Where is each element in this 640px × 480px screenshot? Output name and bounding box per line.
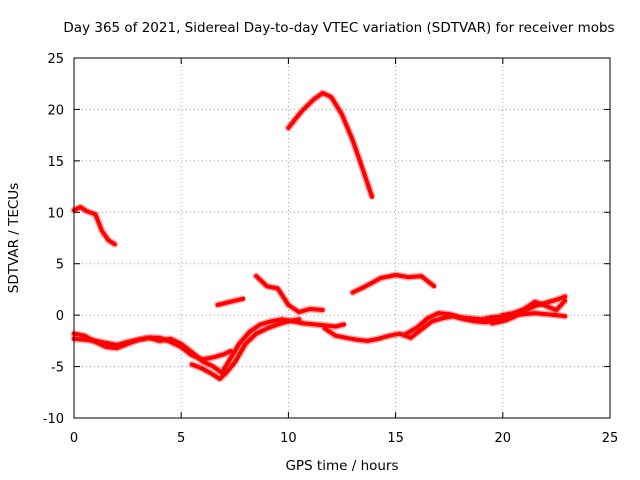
series-satellite-track-3-noise <box>349 271 438 296</box>
y-tick-label: -5 <box>51 361 64 376</box>
y-tick-label: 0 <box>56 309 64 324</box>
series-satellite-track-7-noise <box>70 330 234 363</box>
series-satellite-track-6 <box>72 317 347 375</box>
series-satellite-track-10-noise <box>402 309 569 338</box>
grid <box>74 58 610 418</box>
y-tick-label: 20 <box>47 103 64 118</box>
x-tick-label: 5 <box>177 431 185 446</box>
axis-ticks <box>73 57 611 419</box>
series-satellite-track-11 <box>490 294 567 326</box>
x-tick-label: 0 <box>70 431 78 446</box>
y-tick-label: 15 <box>47 155 64 170</box>
series-group <box>70 89 569 383</box>
x-tick-labels: 0 5 10 15 20 25 <box>70 431 618 446</box>
series-satellite-track-11-noise <box>488 293 569 327</box>
y-axis-label: SDTVAR / TECUs <box>6 183 22 293</box>
series-satellite-track-7 <box>72 331 233 362</box>
series-satellite-track-1-noise <box>70 203 119 248</box>
series-satellite-track-9 <box>322 314 510 343</box>
series-satellite-track-9-noise <box>321 312 511 345</box>
series-satellite-track-8-noise <box>188 315 303 383</box>
x-tick-label: 25 <box>602 431 619 446</box>
series-satellite-track-10 <box>404 311 567 336</box>
series-satellite-track-12 <box>500 298 567 318</box>
plot-frame <box>73 57 611 419</box>
y-tick-label: 10 <box>47 206 64 221</box>
series-satellite-track-2 <box>286 91 374 199</box>
series-satellite-track-2-noise <box>284 89 376 201</box>
series-satellite-track-5 <box>254 274 325 315</box>
series-satellite-track-12-noise <box>499 297 569 319</box>
y-tick-labels: -10 -5 0 5 10 15 20 25 <box>43 52 64 427</box>
series-satellite-track-1 <box>72 205 117 247</box>
x-tick-label: 10 <box>280 431 297 446</box>
y-tick-label: -10 <box>43 412 64 427</box>
series-satellite-track-4-noise <box>214 295 247 309</box>
series-satellite-track-8 <box>189 317 302 381</box>
y-tick-label: 5 <box>56 258 64 273</box>
x-tick-label: 15 <box>387 431 404 446</box>
y-tick-label: 25 <box>47 52 64 67</box>
x-tick-label: 20 <box>495 431 512 446</box>
series-satellite-track-5-noise <box>252 272 327 316</box>
series-satellite-track-3 <box>350 273 437 295</box>
chart-title: Day 365 of 2021, Sidereal Day-to-day VTE… <box>63 20 614 36</box>
series-satellite-track-4 <box>215 296 246 307</box>
x-axis-label: GPS time / hours <box>285 458 398 474</box>
series-satellite-track-6-noise <box>70 315 348 377</box>
